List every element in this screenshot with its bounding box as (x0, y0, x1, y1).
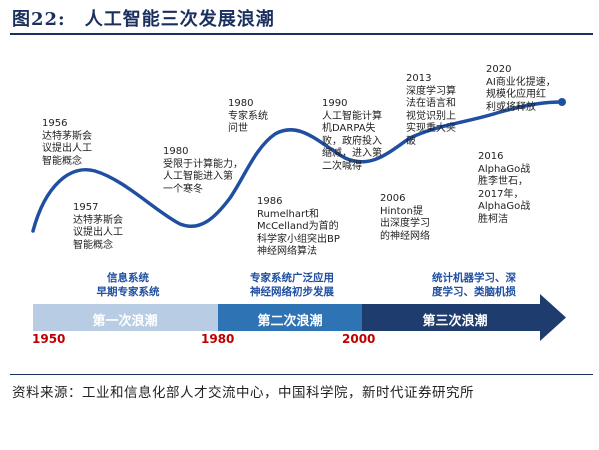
wave-3-label: 第三次浪潮 (422, 314, 488, 329)
wave-1-arrow-segment (33, 304, 218, 331)
wave-2-arrow-segment (218, 304, 362, 331)
stage-label-wave-1: 信息系统 早期专家系统 (96, 272, 160, 298)
footer-divider (10, 374, 593, 375)
milestone-1980-expert-systems: 1980 专家系统 问世 (228, 98, 268, 134)
milestone-1986: 1986 Rumelhart和 McCelland为首的 科学家小组突出BP 神… (257, 196, 340, 257)
wave-1-label: 第一次浪潮 (92, 314, 158, 329)
ai-development-curve (31, 100, 564, 233)
milestone-1990: 1990 人工智能计算 机DARPA失 败，政府投入 缩减，进入第 二次喊得 (322, 98, 382, 172)
milestone-2013: 2013 深度学习算 法在语言和 视觉识别上 实现重大突 破 (406, 73, 456, 147)
milestone-2016: 2016 AlphaGo战 胜李世石， 2017年， AlphaGo战 胜柯洁 (478, 151, 531, 225)
figure-source: 资料来源：工业和信息化部人才交流中心，中国科学院，新时代证券研究所 (12, 385, 474, 401)
timeline-graphic (31, 98, 566, 341)
milestone-1956: 1956 达特茅斯会 议提出人工 智能概念 (42, 118, 92, 167)
year-2000: 2000 (342, 332, 376, 346)
header-divider (10, 33, 593, 35)
wave-3-arrow-segment (362, 294, 566, 341)
figure-title: 图22: 人工智能三次发展浪潮 (12, 9, 275, 30)
stage-label-wave-2: 专家系统广泛应用 神经网络初步发展 (250, 272, 334, 298)
year-1950: 1950 (32, 332, 66, 346)
curve-end-dot (558, 98, 566, 106)
figure-header: 图22: 人工智能三次发展浪潮 (0, 0, 599, 35)
stage-label-wave-3: 统计机器学习、深 度学习、类脑机损 (432, 272, 516, 298)
milestone-2020: 2020 AI商业化提速， 规模化应用红 利或将释放 (486, 64, 556, 113)
wave-2-label: 第二次浪潮 (257, 314, 323, 329)
year-1980: 1980 (201, 332, 235, 346)
milestone-2006: 2006 Hinton提 出深度学习 的神经网络 (380, 193, 430, 242)
milestone-1980-winter: 1980 受限于计算能力， 人工智能进入第 一个寒冬 (163, 146, 243, 195)
milestone-1957: 1957 达特茅斯会 议提出人工 智能概念 (73, 202, 123, 251)
